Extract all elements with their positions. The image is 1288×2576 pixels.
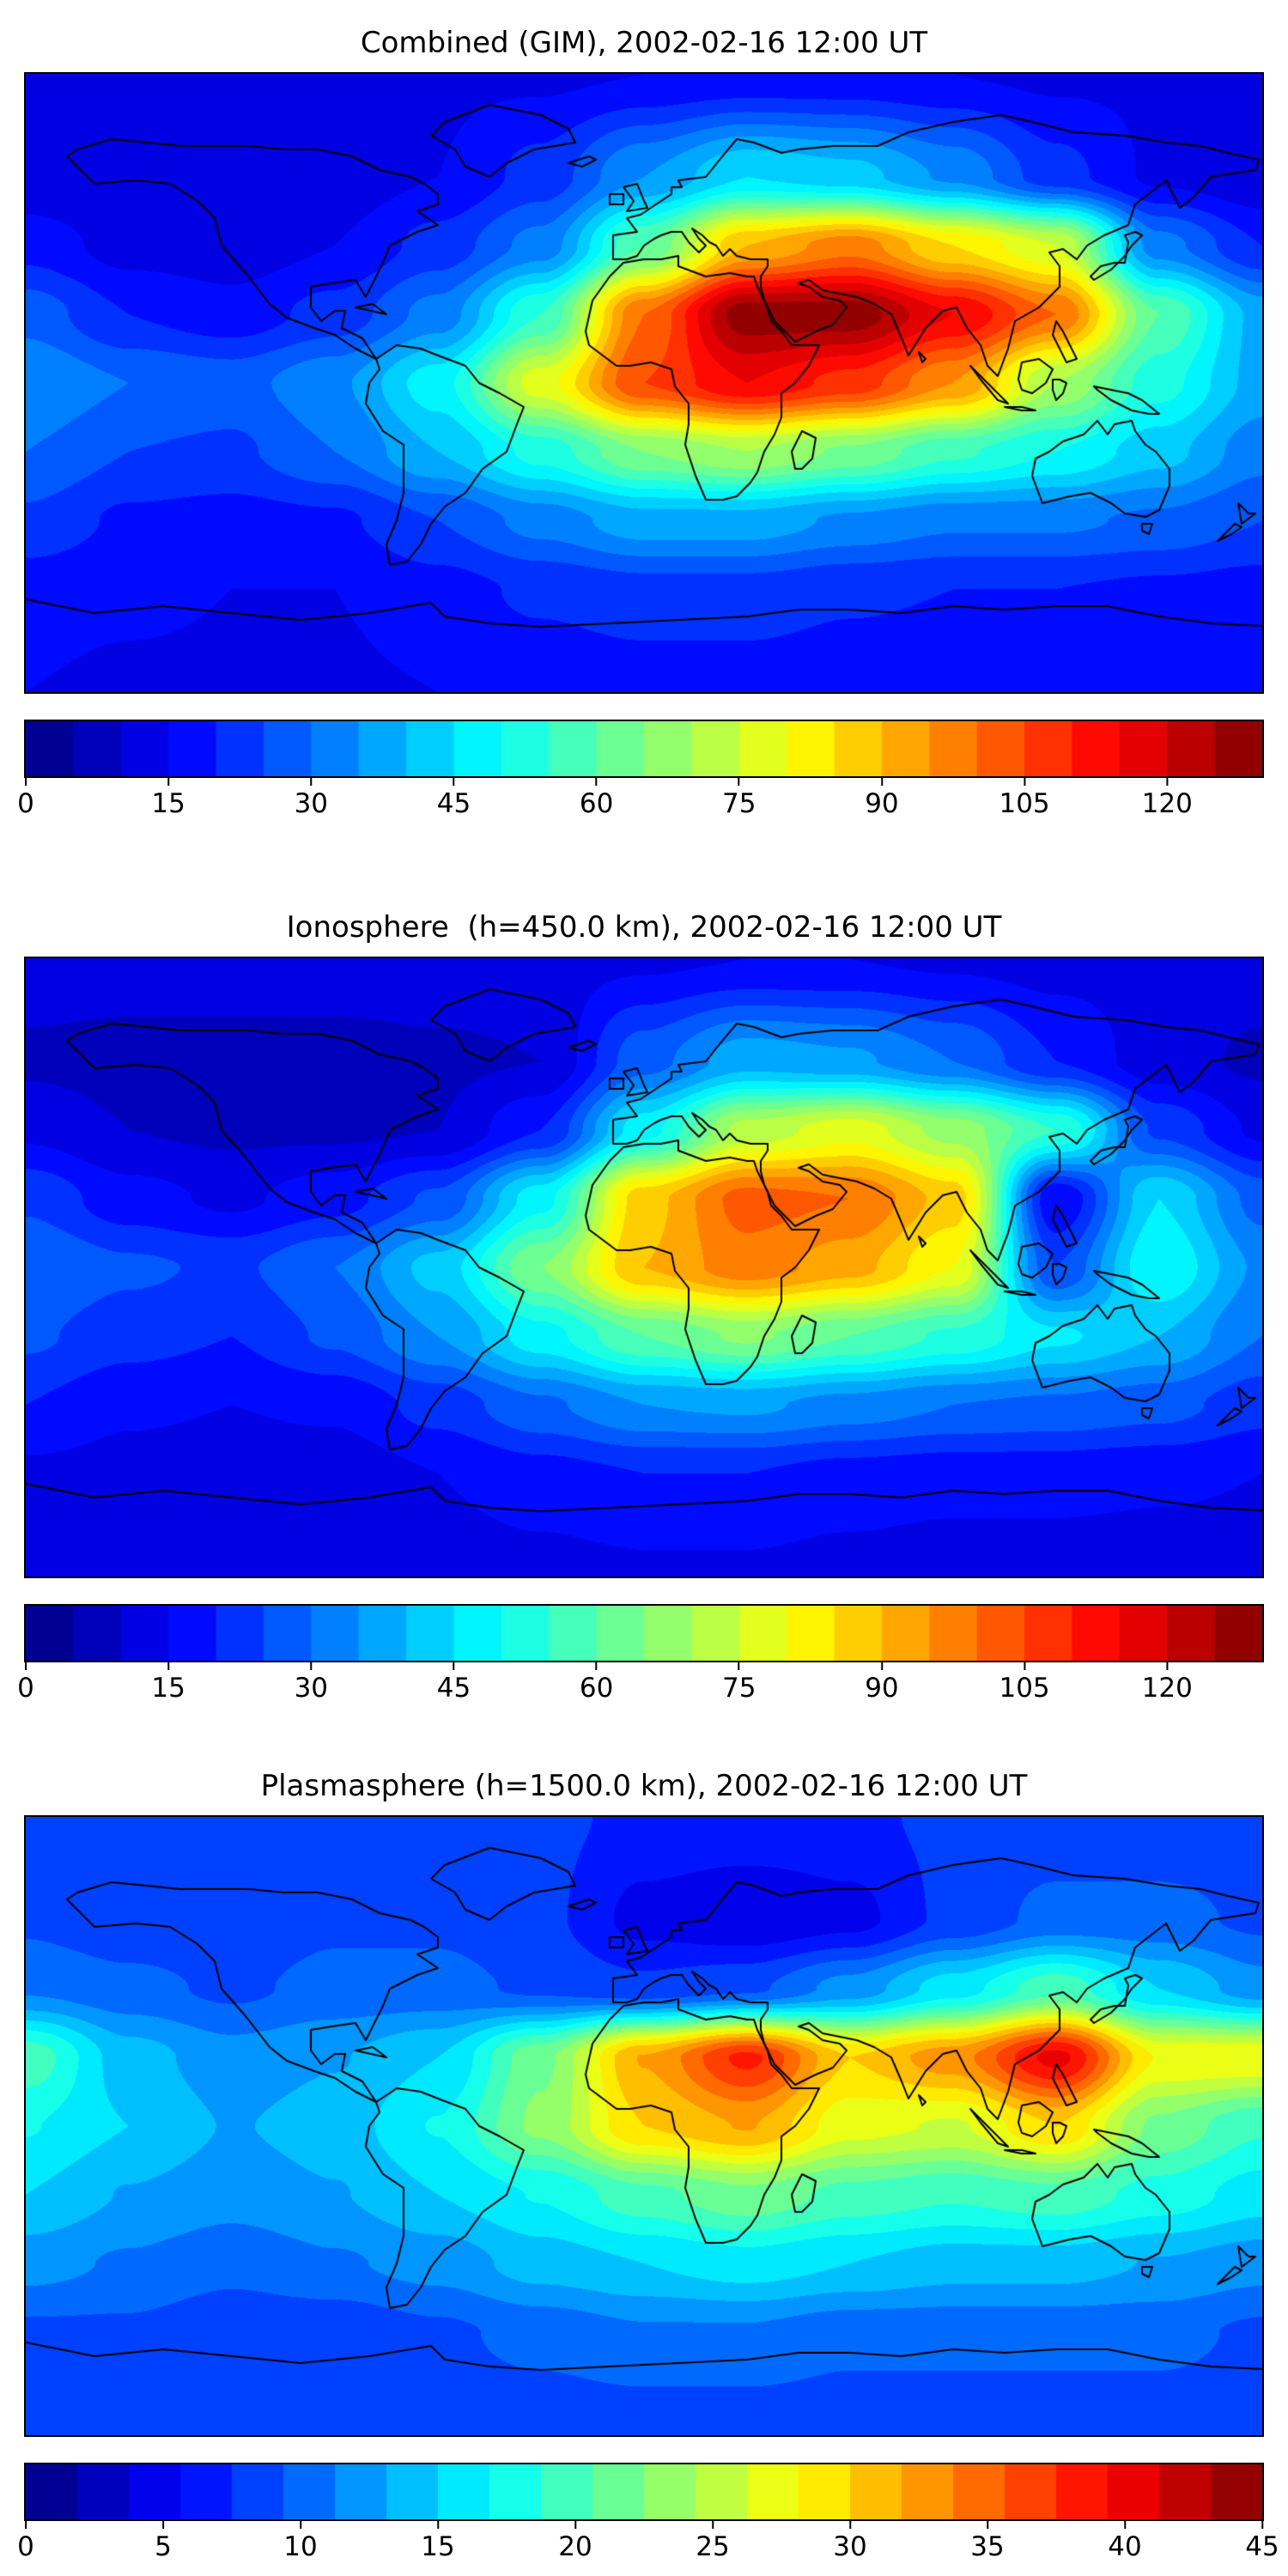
colorbar-tick-label: 5 <box>155 2521 172 2562</box>
colorbar-tick-label: 60 <box>580 1662 613 1704</box>
colorbar-tick-label: 30 <box>295 778 328 819</box>
combined-map-canvas <box>26 74 1262 692</box>
plasmasphere-map-canvas <box>26 1817 1262 2435</box>
panel-ionosphere: Ionosphere (h=450.0 km), 2002-02-16 12:0… <box>0 859 1288 1717</box>
colorbar-tick-label: 45 <box>437 778 471 819</box>
ionosphere-colorbar <box>24 1604 1264 1662</box>
colorbar-tick-label: 15 <box>421 2521 454 2562</box>
colorbar-tick-label: 15 <box>151 1662 185 1704</box>
colorbar-tick-label: 30 <box>295 1662 328 1704</box>
colorbar-tick-label: 90 <box>865 1662 898 1704</box>
colorbar-tick-label: 0 <box>17 2521 34 2562</box>
plasmasphere-colorbar-ticks: 0 5 10 15 20 25 30 35 40 45 <box>17 2521 1279 2562</box>
colorbar-tick-label: 90 <box>865 778 898 819</box>
panel-title: Combined (GIM), 2002-02-16 12:00 UT <box>360 26 928 60</box>
colorbar-tick-label: 10 <box>283 2521 317 2562</box>
combined-colorbar <box>24 720 1264 778</box>
colorbar-tick-label: 20 <box>558 2521 592 2562</box>
colorbar-tick-label: 120 <box>1142 778 1193 819</box>
colorbar-tick-label: 0 <box>17 778 34 819</box>
combined-colorbar-ticks: 0 15 30 45 60 75 90 105 120 <box>17 778 1262 819</box>
panel-combined: Combined (GIM), 2002-02-16 12:00 UT 0 15 3… <box>0 0 1288 859</box>
panel-plasmasphere: Plasmasphere (h=1500.0 km), 2002-02-16 1… <box>0 1717 1288 2576</box>
ionosphere-colorbar-ticks: 0 15 30 45 60 75 90 105 120 <box>17 1662 1262 1704</box>
ionosphere-map-canvas <box>26 958 1262 1577</box>
panel-title: Ionosphere (h=450.0 km), 2002-02-16 12:0… <box>286 910 1002 945</box>
colorbar-tick-label: 60 <box>580 778 613 819</box>
colorbar-tick-label: 30 <box>833 2521 866 2562</box>
colorbar-tick-label: 35 <box>970 2521 1004 2562</box>
colorbar-tick-label: 15 <box>151 778 185 819</box>
plasmasphere-colorbar-canvas <box>26 2464 1262 2519</box>
colorbar-tick-label: 45 <box>437 1662 471 1704</box>
combined-colorbar-canvas <box>26 721 1262 776</box>
colorbar-tick-label: 40 <box>1108 2521 1141 2562</box>
colorbar-tick-label: 25 <box>696 2521 729 2562</box>
colorbar-tick-label: 75 <box>722 778 756 819</box>
colorbar-tick-label: 105 <box>999 778 1049 819</box>
ionosphere-colorbar-canvas <box>26 1606 1262 1661</box>
colorbar-tick-label: 0 <box>17 1662 34 1704</box>
colorbar-tick-label: 120 <box>1142 1662 1193 1704</box>
ionosphere-world-map <box>24 957 1264 1578</box>
colorbar-tick-label: 105 <box>999 1662 1049 1704</box>
panel-title: Plasmasphere (h=1500.0 km), 2002-02-16 1… <box>260 1769 1028 1803</box>
plasmasphere-world-map <box>24 1815 1264 2437</box>
plasmasphere-colorbar <box>24 2463 1264 2521</box>
colorbar-tick-label: 45 <box>1245 2521 1279 2562</box>
combined-world-map <box>24 72 1264 694</box>
colorbar-tick-label: 75 <box>722 1662 756 1704</box>
